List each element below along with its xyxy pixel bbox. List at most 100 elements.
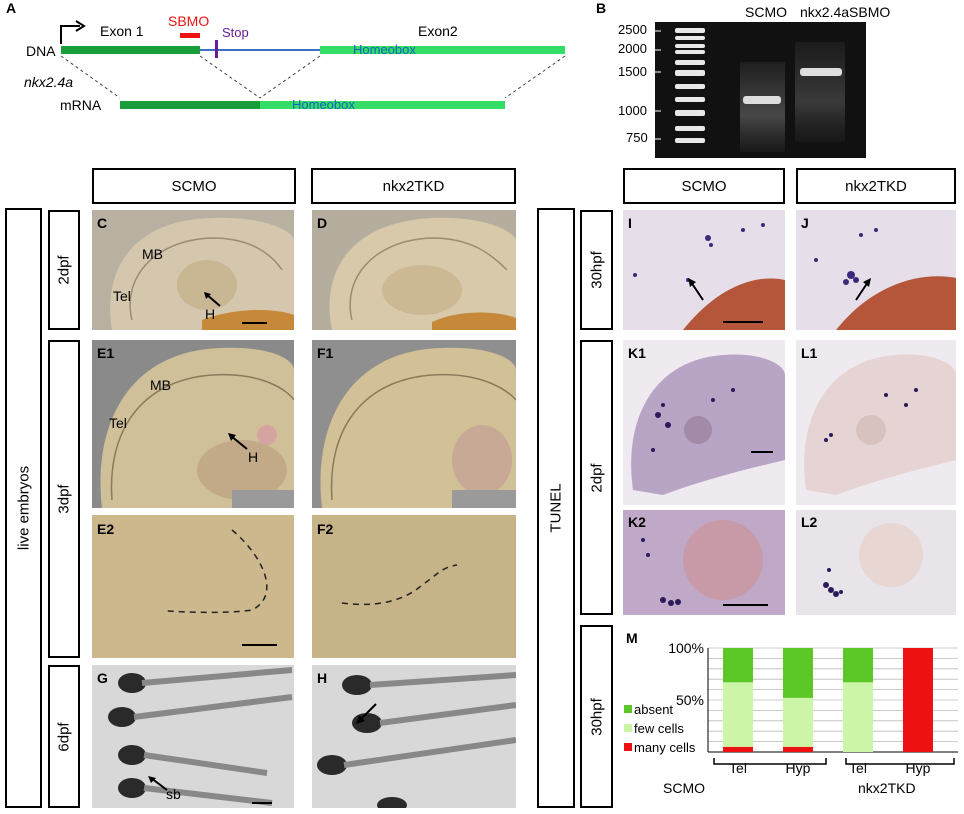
chart-m: 100% 50% Tel Hyp Tel Hyp absent few cells many c…: [624, 640, 958, 776]
y-tick-label: 50%: [676, 692, 704, 708]
panel-l2-letter: L2: [801, 514, 818, 530]
tunel-label: TUNEL: [547, 483, 565, 533]
photo-d: [312, 210, 516, 330]
ladder-2500: 2500: [618, 22, 647, 37]
photo-i: [623, 210, 785, 330]
row-30hpf-box: 30hpf: [580, 210, 613, 330]
row-2dpf-right-label: 2dpf: [588, 462, 605, 493]
photo-e2: [92, 515, 294, 658]
lane1-label: SCMO: [745, 4, 787, 20]
photo-k2: [623, 510, 785, 615]
ladder-750: 750: [626, 130, 648, 145]
row-2dpf-right-box: 2dpf: [580, 340, 613, 615]
photo-h: [312, 665, 516, 808]
panel-j-letter: J: [801, 215, 809, 231]
bar-many-cells: [723, 746, 753, 752]
y-tick-label: 100%: [668, 640, 704, 656]
row-30hpf-bottom-box: 30hpf: [580, 625, 613, 808]
row-30hpf-label: 30hpf: [588, 251, 605, 289]
right-header-nkx2tkd: nkx2TKD: [796, 168, 956, 204]
panel-e1-letter: E1: [97, 345, 115, 361]
gene-diagram: [60, 20, 566, 109]
panel-f1-letter: F1: [317, 345, 334, 361]
right-header-scmo: SCMO: [623, 168, 785, 204]
panel-k1-letter: K1: [628, 345, 646, 361]
exon1-bar: [61, 46, 200, 54]
legend-label: few cells: [634, 721, 684, 736]
photo-f2: [312, 515, 516, 658]
left-header-nkx2tkd: nkx2TKD: [311, 168, 516, 204]
x-tick-label: Tel: [849, 760, 867, 776]
row-3dpf-label: 3dpf: [55, 484, 73, 514]
panel-k2-letter: K2: [628, 514, 646, 530]
label-tel-c: Tel: [113, 288, 131, 304]
gel-image: [655, 22, 866, 158]
arrow-h-panel: [356, 703, 377, 724]
stop-label: Stop: [222, 25, 249, 40]
panel-d-letter: D: [317, 215, 328, 231]
photo-e1: [92, 340, 294, 508]
panel-a-letter: A: [6, 0, 17, 16]
transcription-start-arrow: [60, 25, 80, 44]
label-tel-e1: Tel: [109, 415, 127, 431]
stop-mark: [215, 40, 218, 58]
group-bracket-nkx2tkd: [845, 758, 955, 765]
photo-f1: [312, 340, 516, 508]
homeobox-mrna-label: Homeobox: [292, 97, 355, 112]
bar-absent: [783, 648, 813, 698]
row-30hpf-bottom-label: 30hpf: [588, 697, 605, 736]
chart-group-scmo: SCMO: [663, 780, 705, 796]
bar-few-cells: [723, 682, 753, 747]
label-sb: sb: [166, 786, 181, 802]
label-h-e1: H: [248, 449, 259, 465]
panel-h-letter: H: [317, 670, 328, 686]
bar-absent: [843, 648, 873, 683]
arrow-h-c: [204, 292, 221, 307]
row-6dpf-label: 6dpf: [55, 721, 73, 752]
lane2-label: nkx2.4aSBMO: [800, 4, 891, 20]
left-header-scmo: SCMO: [92, 168, 296, 204]
gene-label: nkx2.4a: [24, 74, 74, 90]
legend-swatch: [624, 743, 632, 751]
photo-l1: [796, 340, 956, 505]
ladder-1000: 1000: [618, 103, 647, 118]
ladder-1500: 1500: [618, 64, 647, 79]
exon1-label: Exon 1: [100, 23, 144, 39]
photo-j: [796, 210, 956, 330]
live-embryos-label-box: live embryos: [5, 208, 42, 808]
legend-label: many cells: [634, 740, 696, 755]
row-2dpf-box: 2dpf: [48, 210, 80, 330]
legend-swatch: [624, 724, 632, 732]
legend-swatch: [624, 705, 632, 713]
arrow-i: [688, 278, 704, 301]
mrna-label: mRNA: [60, 97, 102, 113]
label-h-c: H: [205, 306, 216, 322]
photo-l2: [796, 510, 956, 615]
panel-i-letter: I: [628, 215, 632, 231]
x-tick-label: Hyp: [906, 760, 931, 776]
panel-l1-letter: L1: [801, 345, 818, 361]
x-tick-label: Tel: [729, 760, 747, 776]
label-mb-c: MB: [142, 246, 163, 262]
chart-group-nkx2tkd: nkx2TKD: [858, 780, 916, 796]
panel-b-letter: B: [596, 0, 607, 16]
exon2-bar: [320, 46, 565, 54]
x-tick-label: Hyp: [786, 760, 811, 776]
arrow-sb: [148, 776, 168, 791]
tunel-label-box: TUNEL: [537, 208, 575, 808]
panel-m-letter: M: [626, 630, 638, 646]
bar-many-cells: [783, 746, 813, 752]
bar-many-cells: [903, 648, 933, 752]
arrow-h-e1: [228, 433, 248, 450]
group-bracket-scmo: [713, 758, 827, 765]
panel-e2-letter: E2: [97, 521, 115, 537]
row-3dpf-box: 3dpf: [48, 340, 80, 658]
bar-few-cells: [783, 697, 813, 747]
row-6dpf-box: 6dpf: [48, 665, 80, 808]
row-2dpf-label: 2dpf: [55, 255, 73, 285]
exon2-label: Exon2: [418, 23, 458, 39]
panel-c-letter: C: [97, 215, 108, 231]
live-embryos-label: live embryos: [15, 465, 32, 551]
sbmo-bar: [180, 33, 200, 38]
mrna-exon2-bar: [260, 101, 505, 109]
